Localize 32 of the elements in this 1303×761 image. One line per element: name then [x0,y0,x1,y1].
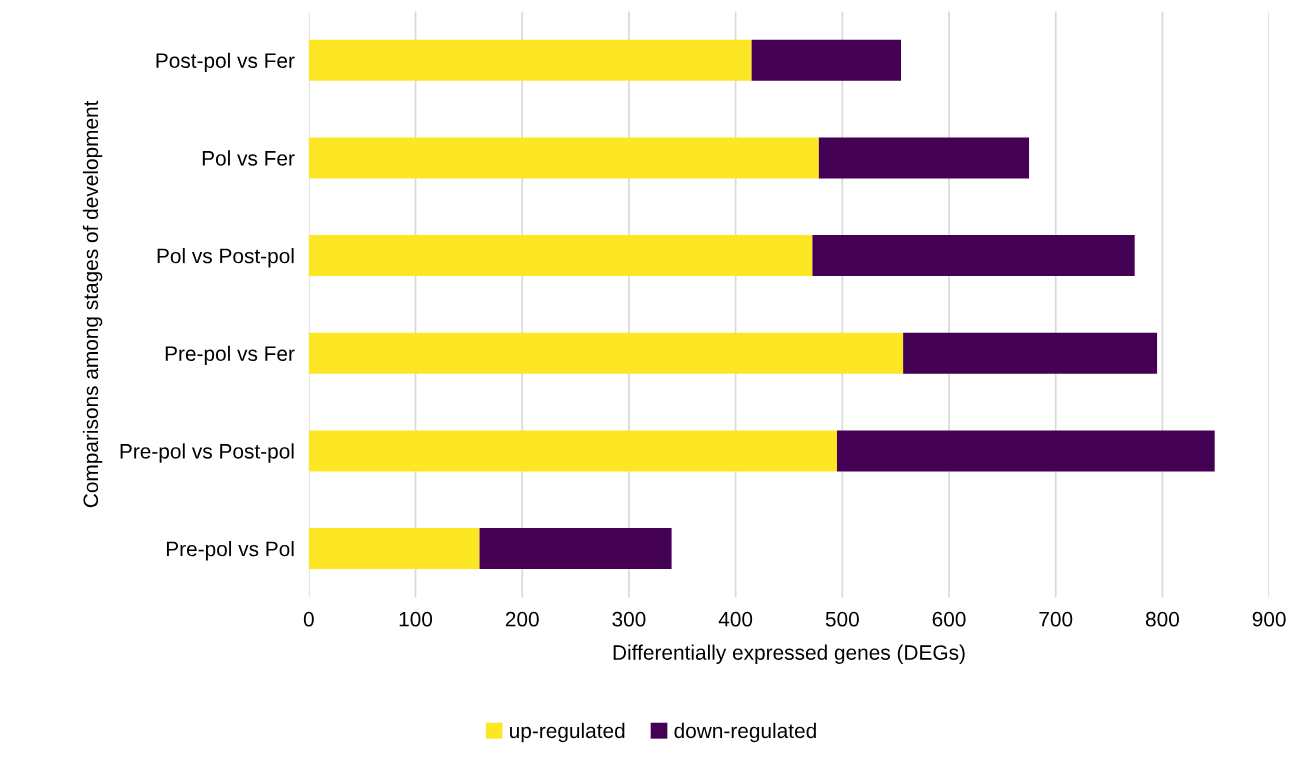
bar [479,528,672,570]
bar [903,332,1158,374]
x-tick-label: 0 [303,611,314,627]
x-tick-label: 100 [399,611,433,627]
bar [812,235,1135,277]
bar [308,39,752,81]
bar [308,528,480,570]
x-tick-label: 200 [505,611,539,627]
y-tick-label: Pol vs Post-pol [157,248,294,268]
x-axis-title: Differentially expressed genes (DEGs) [613,644,965,664]
x-tick-label: 600 [932,611,966,627]
bar [308,137,819,179]
x-tick-label: 300 [612,611,646,627]
x-tick-label: 500 [825,611,859,627]
y-tick-label: Post-pol vs Fer [156,52,295,73]
y-tick-label: Pre-pol vs Fer [165,345,295,366]
x-tick-label: 700 [1039,611,1073,627]
y-tick-label: Pre-pol vs Post-pol [120,443,294,463]
y-axis-title: Comparisons among stages of development [82,100,103,508]
y-tick-label: Pre-pol vs Pol [166,541,294,561]
bar [308,332,904,374]
bar [818,137,1030,179]
bar [751,39,901,81]
y-tick-label: Pol vs Fer [202,150,295,166]
bar [308,235,813,277]
bar [836,430,1215,472]
legend-label: up-regulated [510,722,625,743]
x-tick-label: 800 [1145,611,1179,627]
bar [308,430,837,472]
legend-label: down-regulated [674,722,816,743]
x-tick-label: 400 [718,611,753,627]
x-tick-label: 900 [1252,611,1286,627]
